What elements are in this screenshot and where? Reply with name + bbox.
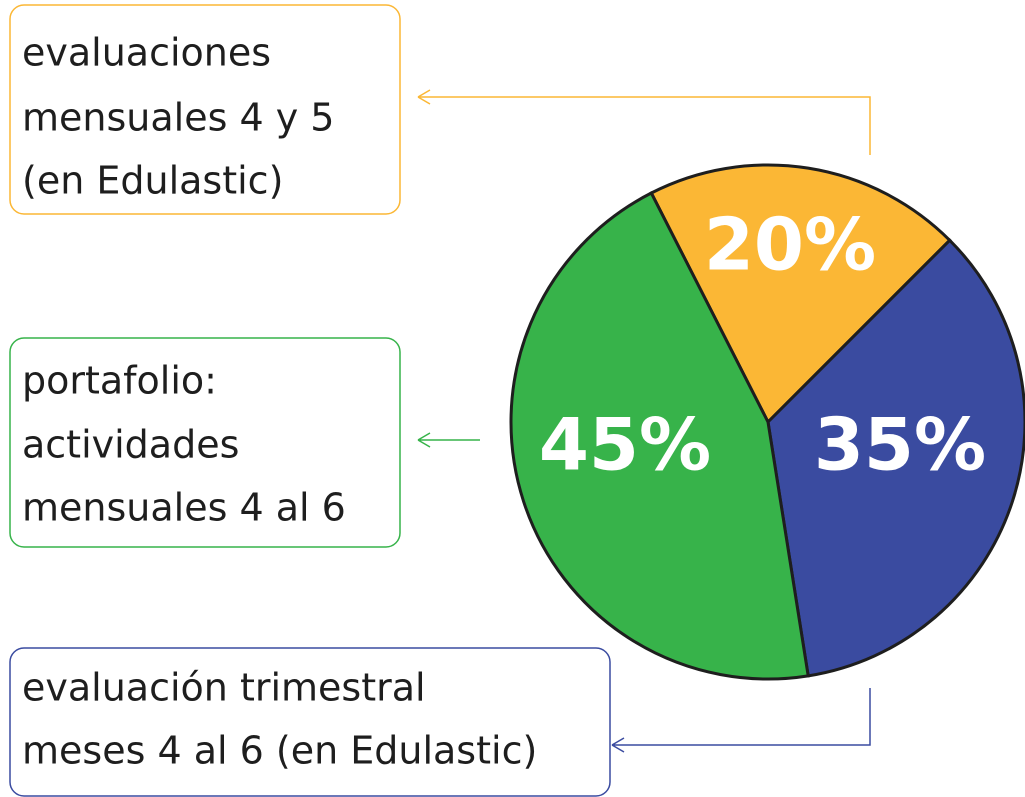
value-label: 45%	[539, 403, 711, 487]
connector	[417, 432, 480, 448]
value-label: 20%	[704, 203, 876, 287]
connector	[418, 96, 871, 155]
legend-box	[9, 337, 401, 548]
legend-text: evaluaciones	[22, 31, 271, 75]
legend-text: (en Edulastic)	[22, 159, 283, 203]
connector	[611, 688, 871, 753]
value-label: 35%	[814, 403, 986, 487]
legend-text: mensuales 4 al 6	[22, 486, 346, 530]
legend-text: portafolio:	[22, 359, 217, 403]
legend-box	[9, 647, 611, 797]
legend-box	[9, 4, 401, 215]
arrowhead	[417, 89, 431, 105]
legend-text: meses 4 al 6 (en Edulastic)	[22, 729, 537, 773]
legend-text: mensuales 4 y 5	[22, 96, 334, 140]
legend-text: evaluación trimestral	[22, 666, 426, 710]
pie-slice	[766, 238, 1025, 678]
pie-slice	[649, 163, 952, 425]
pie-slice	[509, 190, 810, 681]
legend-text: actividades	[22, 423, 239, 467]
